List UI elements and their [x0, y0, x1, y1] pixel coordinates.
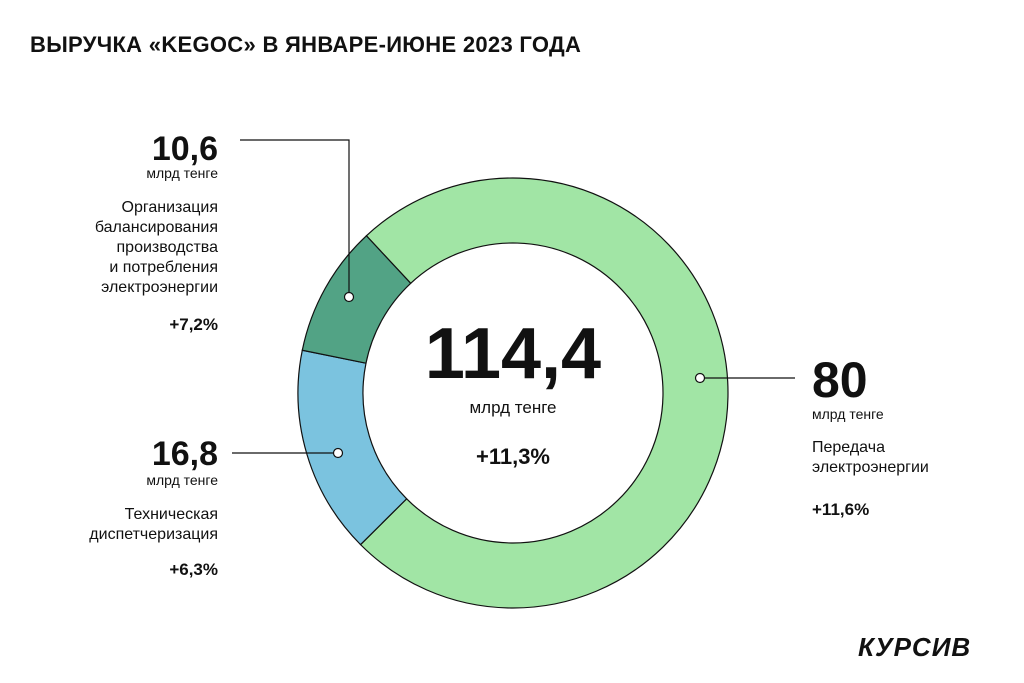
- total-change: +11,3%: [475, 444, 550, 469]
- category-label: Техническая диспетчеризация: [89, 506, 218, 543]
- leader-dot: [694, 372, 706, 384]
- value-label: 10,6: [151, 130, 218, 168]
- logo: КУРСИВ: [858, 632, 972, 662]
- leader-dot: [343, 291, 355, 303]
- change-label: +7,2%: [169, 315, 218, 334]
- donut-segment: [301, 234, 412, 364]
- value-label: 80: [812, 352, 868, 408]
- leader-dot: [332, 447, 344, 459]
- change-label: +6,3%: [169, 560, 218, 579]
- chart-title: ВЫРУЧКА «KEGOC» В ЯНВАРЕ-ИЮНЕ 2023 ГОДА: [30, 32, 582, 57]
- unit-label: млрд тенге: [812, 406, 884, 422]
- unit-label: млрд тенге: [146, 165, 218, 181]
- leader-line: [240, 139, 350, 297]
- change-label: +11,6%: [812, 500, 870, 519]
- category-label: Передача электроэнергии: [812, 439, 929, 476]
- value-label: 16,8: [151, 435, 218, 473]
- donut-segment: [297, 349, 408, 546]
- unit-label: млрд тенге: [146, 472, 218, 488]
- donut-segment: [359, 177, 729, 609]
- total-unit: млрд тенге: [469, 398, 557, 417]
- category-label: Организация балансирования производства …: [94, 199, 218, 296]
- total-value: 114,4: [424, 314, 602, 394]
